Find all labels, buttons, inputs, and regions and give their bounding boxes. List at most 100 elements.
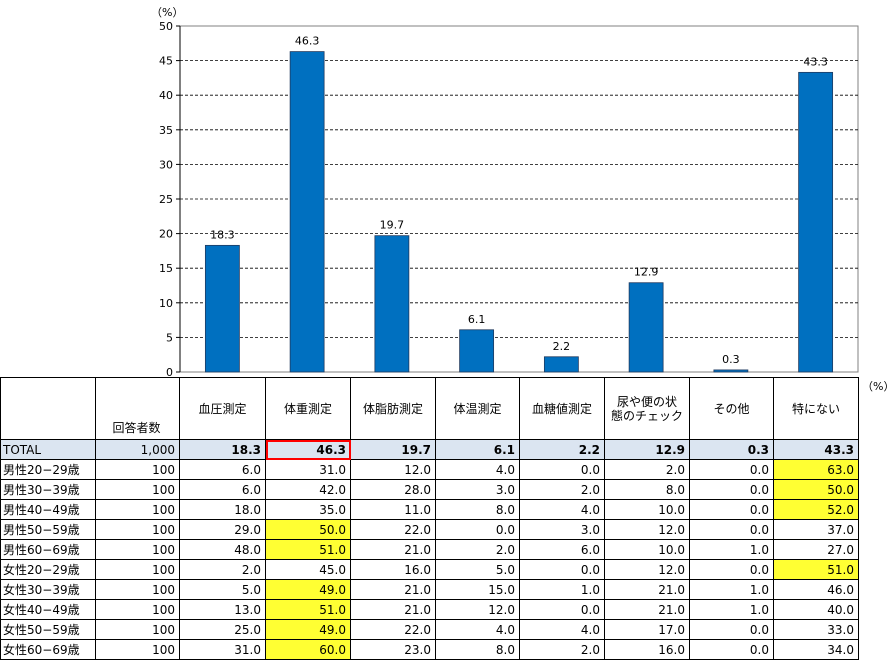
value-cell: 45.0: [265, 559, 351, 580]
bar-4: [459, 329, 495, 373]
value-cell: 4.0: [435, 619, 520, 640]
value-cell: 18.0: [179, 499, 266, 520]
value-cell: 17.0: [604, 619, 690, 640]
header-6: 尿や便の状 態のチェック: [604, 377, 690, 440]
value-cell: 22.0: [350, 519, 436, 540]
respondent-count: 100: [95, 599, 180, 620]
value-cell: 16.0: [604, 639, 690, 660]
y-tick-label: 5: [166, 331, 173, 344]
value-cell: 21.0: [350, 579, 436, 600]
row-label: 男性20−29歳: [0, 459, 96, 480]
value-cell: 60.0: [265, 639, 351, 660]
bar-1: [204, 244, 240, 373]
value-cell: 1.0: [689, 579, 774, 600]
value-cell: 63.0: [773, 459, 859, 480]
table-unit-label: （%）: [862, 380, 890, 393]
y-tick-label: 15: [159, 262, 173, 275]
row-label: 女性60−69歳: [0, 639, 96, 660]
header-4: 体温測定: [435, 377, 520, 440]
value-cell: 51.0: [265, 599, 351, 620]
value-cell: 4.0: [519, 619, 605, 640]
bar-6: [628, 282, 664, 373]
value-cell: 0.0: [689, 459, 774, 480]
value-cell: 37.0: [773, 519, 859, 540]
value-cell: 16.0: [350, 559, 436, 580]
table-row: 男性60−69歳 100 48.0 51.0 21.0 2.0 6.0 10.0 1.0 27.0: [0, 539, 859, 560]
table-row: TOTAL 1,000 18.3 46.3 19.7 6.1 2.2 12.9 0.3 43.3: [0, 439, 859, 460]
value-cell: 11.0: [350, 499, 436, 520]
bar-3: [374, 235, 410, 373]
value-cell: 4.0: [519, 499, 605, 520]
value-cell: 0.0: [689, 639, 774, 660]
table-row: 男性50−59歳 100 29.0 50.0 22.0 0.0 3.0 12.0 0.0 37.0: [0, 519, 859, 540]
header-3: 体脂肪測定: [350, 377, 436, 440]
value-cell: 0.0: [689, 499, 774, 520]
value-cell: 8.0: [604, 479, 690, 500]
table-row: 女性60−69歳 100 31.0 60.0 23.0 8.0 2.0 16.0 0.0 34.0: [0, 639, 859, 660]
y-axis: 0 5 10 15 20 25 30 35 40 45 50: [159, 20, 181, 377]
value-cell: 21.0: [604, 579, 690, 600]
value-cell: 0.0: [689, 559, 774, 580]
value-cell: 31.0: [265, 459, 351, 480]
respondent-count: 100: [95, 519, 180, 540]
bar-value-label: 43.3: [803, 55, 828, 68]
value-cell: 6.0: [519, 539, 605, 560]
value-cell: 8.0: [435, 499, 520, 520]
value-cell: 3.0: [435, 479, 520, 500]
respondent-count: 100: [95, 499, 180, 520]
value-cell: 10.0: [604, 499, 690, 520]
value-cell: 5.0: [179, 579, 266, 600]
value-cell: 29.0: [179, 519, 266, 540]
y-tick-label: 50: [159, 20, 173, 33]
value-cell: 1.0: [689, 539, 774, 560]
value-cell: 12.0: [604, 519, 690, 540]
value-cell: 2.2: [519, 439, 605, 460]
value-cell: 2.0: [179, 559, 266, 580]
value-cell: 10.0: [604, 539, 690, 560]
value-cell: 46.3: [265, 439, 351, 460]
value-cell: 0.3: [689, 439, 774, 460]
value-cell: 22.0: [350, 619, 436, 640]
value-cell: 12.0: [604, 559, 690, 580]
value-cell: 27.0: [773, 539, 859, 560]
bar-value-label: 6.1: [468, 313, 486, 326]
y-tick-label: 35: [159, 124, 173, 137]
value-cell: 46.0: [773, 579, 859, 600]
y-tick-label: 25: [159, 193, 173, 206]
value-cell: 35.0: [265, 499, 351, 520]
value-cell: 3.0: [519, 519, 605, 540]
value-cell: 0.0: [519, 559, 605, 580]
value-cell: 2.0: [519, 639, 605, 660]
row-label: 男性30−39歳: [0, 479, 96, 500]
value-cell: 48.0: [179, 539, 266, 560]
value-cell: 1.0: [519, 579, 605, 600]
bar-value-label: 2.2: [553, 340, 571, 353]
y-tick-label: 30: [159, 158, 173, 171]
value-cell: 0.0: [519, 459, 605, 480]
value-cell: 8.0: [435, 639, 520, 660]
table-header-row: 回答者数 血圧測定 体重測定 体脂肪測定 体温測定 血糖値測定 尿や便の状 態のチェック その他…: [0, 377, 859, 440]
value-cell: 6.1: [435, 439, 520, 460]
y-tick-label: 10: [159, 297, 173, 310]
table-row: 女性30−39歳 100 5.0 49.0 21.0 15.0 1.0 21.0 1.0 46.0: [0, 579, 859, 600]
value-cell: 0.0: [689, 619, 774, 640]
row-label: 女性20−29歳: [0, 559, 96, 580]
bar-value-label: 12.9: [634, 266, 659, 279]
value-cell: 0.0: [689, 519, 774, 540]
bar-5: [543, 356, 579, 373]
header-respondents: 回答者数: [95, 377, 180, 440]
value-cell: 51.0: [265, 539, 351, 560]
header-2: 体重測定: [265, 377, 351, 440]
row-label: 男性60−69歳: [0, 539, 96, 560]
header-1: 血圧測定: [179, 377, 266, 440]
value-cell: 28.0: [350, 479, 436, 500]
value-cell: 18.3: [179, 439, 266, 460]
bar-value-label: 19.7: [380, 219, 405, 232]
table-row: 女性40−49歳 100 13.0 51.0 21.0 12.0 0.0 21.0 1.0 40.…: [0, 599, 859, 620]
value-cell: 31.0: [179, 639, 266, 660]
bar-value-label: 46.3: [295, 35, 320, 48]
value-cell: 42.0: [265, 479, 351, 500]
header-7: その他: [689, 377, 774, 440]
bar-2: [289, 51, 325, 373]
